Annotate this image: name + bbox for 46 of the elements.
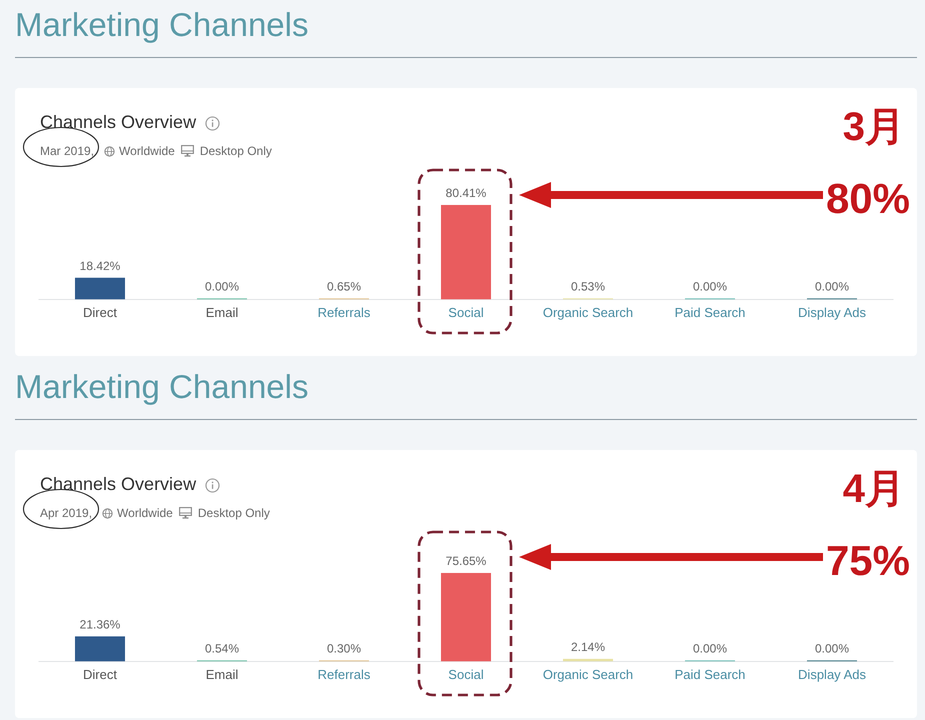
text: 4月 [842, 467, 905, 511]
text: Worldwide [119, 143, 175, 159]
chart-subtitle: Channels Overview [40, 473, 196, 495]
data-label: 0.54% [204, 642, 240, 656]
data-label: 0.00% [692, 642, 728, 656]
chart-title: Marketing Channels [15, 368, 308, 405]
x-tick-label: Display Ads [798, 666, 866, 682]
text: Desktop Only [200, 143, 272, 159]
x-tick-label: Direct [83, 666, 118, 682]
data-label: 0.65% [326, 280, 362, 294]
data-label: 0.00% [814, 642, 850, 656]
x-tick-label: Social [448, 304, 484, 320]
data-label: 2.14% [570, 640, 606, 654]
bar [74, 636, 126, 662]
data-label: 0.30% [326, 642, 362, 656]
data-label: 0.00% [204, 280, 240, 294]
x-tick-label: Referrals [318, 304, 371, 320]
text: Apr 2019, [40, 505, 92, 521]
chart-subtitle: Channels Overview [40, 111, 196, 133]
x-tick-label: Organic Search [542, 666, 634, 682]
bar [440, 204, 492, 300]
x-tick-label: Paid Search [674, 666, 746, 682]
x-tick-label: Email [206, 304, 238, 320]
x-tick-label: Display Ads [798, 304, 866, 320]
data-label: 0.00% [692, 280, 728, 294]
data-label: 80.41% [446, 186, 487, 200]
chart-title: Marketing Channels [15, 6, 308, 43]
x-tick-label: Email [206, 666, 238, 682]
text: Desktop Only [198, 505, 270, 521]
text: Worldwide [117, 505, 173, 521]
annotation: 75% [826, 537, 910, 584]
data-label: 75.65% [446, 554, 487, 568]
x-tick-label: Referrals [318, 666, 371, 682]
text: 3月 [842, 105, 905, 149]
text: Mar 2019, [40, 143, 94, 159]
bar [74, 278, 126, 300]
data-label: 0.53% [570, 280, 606, 294]
data-label: 21.36% [80, 618, 121, 632]
data-label: 0.00% [814, 280, 850, 294]
x-tick-label: Paid Search [674, 304, 746, 320]
annotation: 80% [826, 175, 910, 222]
bar [440, 572, 492, 662]
x-tick-label: Organic Search [542, 304, 634, 320]
x-tick-label: Direct [83, 304, 118, 320]
data-label: 18.42% [80, 259, 121, 274]
x-tick-label: Social [448, 666, 484, 682]
